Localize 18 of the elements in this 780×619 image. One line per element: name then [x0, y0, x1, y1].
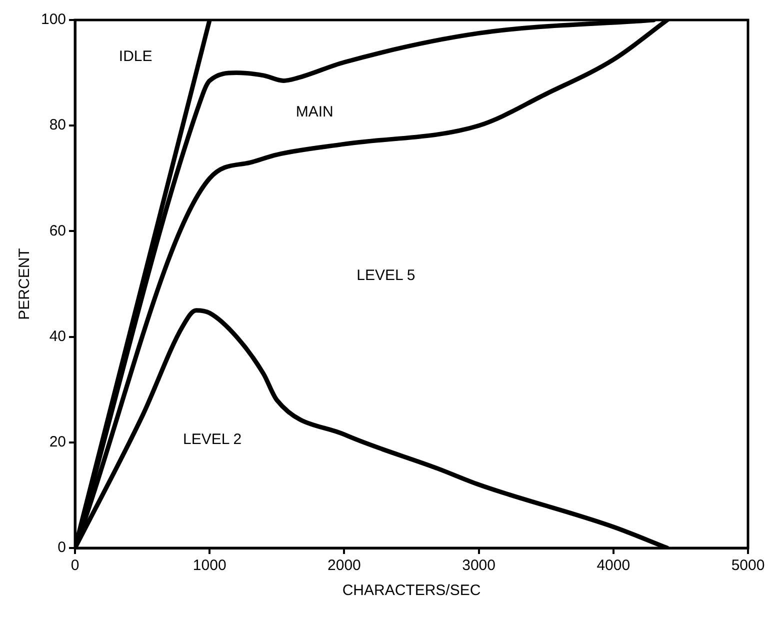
- y-tick-label: 60: [49, 222, 66, 240]
- y-tick-label: 20: [49, 434, 66, 451]
- y-tick-label: 40: [49, 328, 66, 345]
- x-tick-label: 3000: [462, 557, 496, 574]
- x-tick-label: 0: [70, 557, 80, 574]
- annotation: MAIN: [296, 104, 334, 121]
- annotation: IDLE: [118, 48, 152, 66]
- y-tick-label: 80: [49, 116, 66, 134]
- y-tick-label: 100: [40, 11, 66, 28]
- x-tick-label: 5000: [731, 557, 765, 574]
- x-tick-label: 1000: [192, 557, 226, 574]
- annotation: LEVEL 5: [356, 267, 416, 284]
- x-tick-label: 2000: [328, 557, 361, 574]
- x-tick-label: 4000: [596, 557, 630, 574]
- y-axis-title: PERCENT: [16, 248, 34, 320]
- y-tick-label: 0: [58, 539, 66, 556]
- x-axis-title: CHARACTERS/SEC: [342, 582, 481, 600]
- annotation: LEVEL 2: [182, 430, 242, 448]
